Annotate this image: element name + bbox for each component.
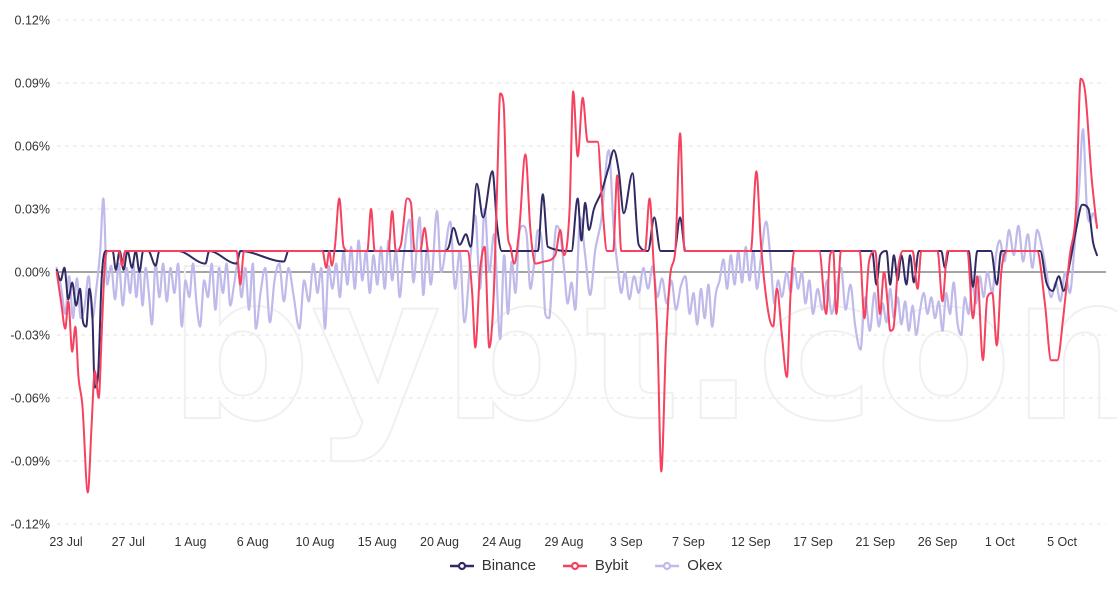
legend-item-bybit[interactable]: Bybit bbox=[562, 557, 628, 574]
series-line-bybit bbox=[55, 77, 1098, 494]
x-axis-label: 10 Aug bbox=[296, 535, 335, 549]
x-axis-label: 5 Oct bbox=[1047, 535, 1077, 549]
x-axis-label: 1 Aug bbox=[175, 535, 207, 549]
legend-label-bybit: Bybit bbox=[594, 557, 629, 574]
x-axis-label: 12 Sep bbox=[731, 535, 771, 549]
y-axis-label: -0.06% bbox=[10, 392, 50, 406]
x-axis-label: 15 Aug bbox=[358, 535, 397, 549]
x-axis-label: 1 Oct bbox=[985, 535, 1015, 549]
legend-label-binance: Binance bbox=[481, 557, 536, 574]
legend-label-okex: Okex bbox=[687, 557, 723, 574]
x-axis-label: 29 Aug bbox=[545, 535, 584, 549]
okex-line-marker-icon bbox=[655, 561, 680, 570]
x-axis-label: 7 Sep bbox=[672, 535, 705, 549]
y-axis-label: 0.00% bbox=[15, 266, 50, 280]
legend-item-okex[interactable]: Okex bbox=[654, 557, 722, 574]
x-axis-label: 21 Sep bbox=[855, 535, 895, 549]
y-axis-label: -0.03% bbox=[10, 329, 50, 343]
series-line-okex bbox=[55, 128, 1099, 351]
y-axis-label: -0.09% bbox=[10, 455, 50, 469]
y-axis-label: 0.09% bbox=[15, 77, 50, 91]
y-axis-label: 0.03% bbox=[15, 203, 50, 217]
x-axis-label: 26 Sep bbox=[918, 535, 958, 549]
y-axis-label: -0.12% bbox=[10, 518, 50, 532]
x-axis-label: 6 Aug bbox=[237, 535, 269, 549]
x-axis-label: 20 Aug bbox=[420, 535, 459, 549]
x-axis-label: 24 Aug bbox=[482, 535, 521, 549]
x-axis-label: 17 Sep bbox=[793, 535, 833, 549]
x-axis-label: 23 Jul bbox=[49, 535, 82, 549]
chart-legend: Binance Bybit Okex bbox=[27, 557, 1117, 574]
x-axis-label: 27 Jul bbox=[112, 535, 145, 549]
legend-item-binance[interactable]: Binance bbox=[449, 557, 536, 574]
binance-line-marker-icon bbox=[449, 561, 474, 570]
y-axis-label: 0.12% bbox=[15, 14, 50, 28]
bybit-line-marker-icon bbox=[562, 561, 587, 570]
x-axis-label: 3 Sep bbox=[610, 535, 643, 549]
y-axis-label: 0.06% bbox=[15, 140, 50, 154]
